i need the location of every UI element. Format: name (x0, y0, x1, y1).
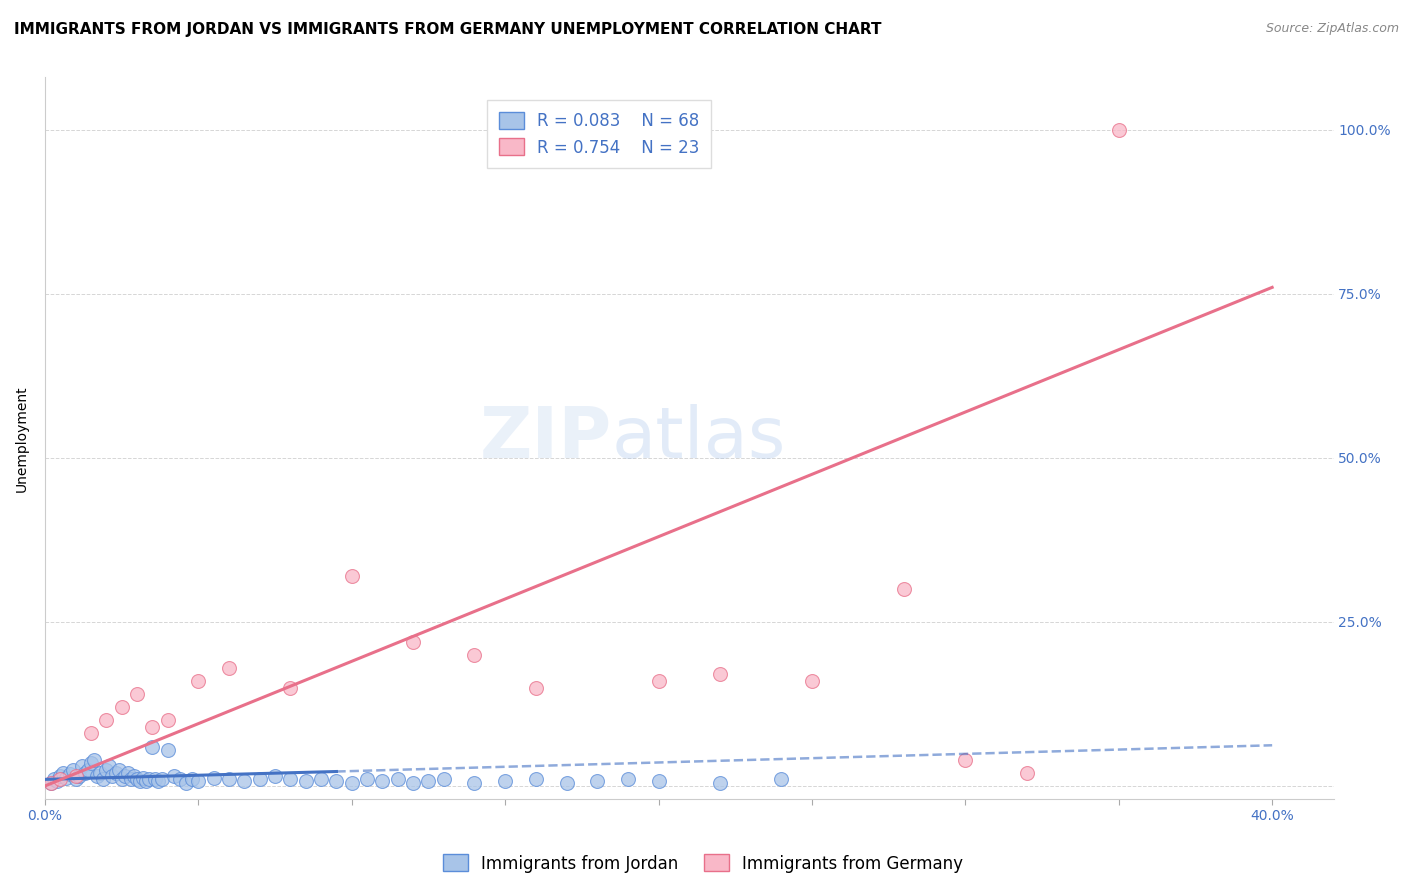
Point (524, 772, 547, 787)
Point (148, 773, 170, 788)
Point (524, 681, 547, 695)
Point (1108, 123, 1130, 137)
Point (101, 769, 124, 783)
Legend: Immigrants from Jordan, Immigrants from Germany: Immigrants from Jordan, Immigrants from … (436, 847, 970, 880)
Point (617, 772, 640, 787)
Point (73, 765, 96, 780)
Point (169, 772, 191, 787)
Point (800, 673, 823, 688)
Point (463, 648, 485, 662)
Point (120, 772, 142, 787)
Point (96, 714, 118, 728)
Point (111, 700, 134, 714)
Point (202, 771, 225, 785)
Point (132, 771, 155, 785)
Point (55, 771, 77, 785)
Point (174, 775, 197, 789)
Point (218, 661, 240, 675)
Point (150, 772, 173, 787)
Point (356, 772, 378, 787)
Point (49, 772, 72, 787)
Point (494, 773, 516, 788)
Point (264, 769, 287, 783)
Text: IMMIGRANTS FROM JORDAN VS IMMIGRANTS FROM GERMANY UNEMPLOYMENT CORRELATION CHART: IMMIGRANTS FROM JORDAN VS IMMIGRANTS FRO… (14, 22, 882, 37)
Point (125, 687, 148, 701)
Point (80, 726, 103, 740)
Point (156, 743, 179, 757)
Point (181, 772, 204, 787)
Point (402, 775, 425, 789)
Point (107, 763, 129, 777)
Point (129, 773, 152, 788)
Point (39, 775, 62, 789)
Point (586, 773, 609, 788)
Point (294, 773, 316, 788)
Point (46, 773, 69, 788)
Point (340, 569, 363, 583)
Point (58, 767, 80, 781)
Point (463, 775, 485, 789)
Point (49, 769, 72, 783)
Point (141, 739, 163, 754)
Point (371, 773, 394, 788)
Point (187, 773, 209, 788)
Point (325, 773, 347, 788)
Point (402, 634, 425, 648)
Y-axis label: Unemployment: Unemployment (15, 385, 30, 491)
Point (163, 769, 186, 783)
Point (770, 772, 793, 787)
Point (141, 720, 163, 734)
Point (433, 772, 456, 787)
Point (893, 582, 915, 596)
Point (187, 673, 209, 688)
Point (122, 769, 145, 783)
Point (280, 772, 302, 787)
Legend: R = 0.083    N = 68, R = 0.754    N = 23: R = 0.083 N = 68, R = 0.754 N = 23 (486, 100, 711, 169)
Point (114, 769, 136, 783)
Point (70, 759, 93, 773)
Point (91, 772, 114, 787)
Point (218, 772, 240, 787)
Text: ZIP: ZIP (479, 404, 612, 473)
Point (280, 681, 302, 695)
Point (96, 763, 118, 777)
Point (117, 765, 139, 780)
Point (77, 763, 100, 777)
Point (709, 667, 731, 681)
Point (156, 714, 179, 728)
Point (249, 772, 271, 787)
Point (555, 775, 578, 789)
Point (62, 763, 84, 777)
Point (647, 673, 669, 688)
Point (125, 772, 148, 787)
Point (65, 769, 87, 783)
Point (145, 772, 167, 787)
Point (86, 769, 108, 783)
Point (52, 765, 75, 780)
Point (89, 765, 111, 780)
Point (111, 772, 134, 787)
Point (138, 772, 160, 787)
Point (98, 759, 121, 773)
Point (647, 773, 669, 788)
Text: Source: ZipAtlas.com: Source: ZipAtlas.com (1265, 22, 1399, 36)
Point (233, 773, 256, 788)
Point (104, 765, 127, 780)
Point (67, 769, 90, 783)
Point (418, 773, 440, 788)
Point (340, 775, 363, 789)
Point (80, 756, 103, 770)
Point (709, 775, 731, 789)
Point (44, 772, 66, 787)
Point (65, 772, 87, 787)
Point (387, 772, 409, 787)
Point (309, 772, 332, 787)
Point (39, 775, 62, 789)
Text: atlas: atlas (612, 404, 786, 473)
Point (83, 753, 105, 767)
Point (1015, 765, 1038, 780)
Point (135, 773, 157, 788)
Point (955, 753, 977, 767)
